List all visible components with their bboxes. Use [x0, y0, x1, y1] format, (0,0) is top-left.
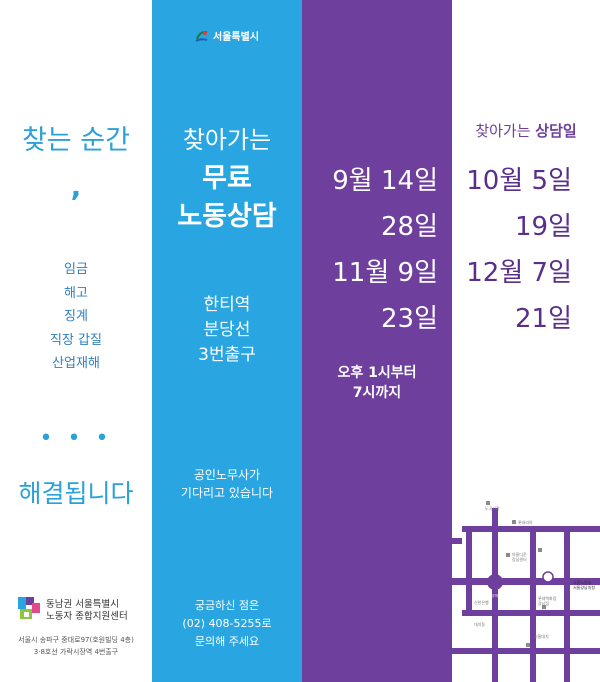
free-consult-title: 무료 노동상담 [152, 160, 302, 236]
seoul-logo: 서울특별시 [152, 28, 302, 43]
date-purple: 11월 9일 [332, 258, 438, 288]
center-logo-icon [18, 597, 40, 619]
heading-plain: 찾아가는 [475, 122, 536, 140]
address-line: 3·8호선 가락시장역 4번출구 [33, 648, 119, 656]
issue-item: 해고 [64, 285, 88, 301]
comma-mark: , [70, 170, 82, 203]
seoul-logo-icon [195, 30, 208, 42]
map-label: 롯데백화점 [538, 595, 557, 601]
map-label: 롯데리아 [518, 519, 533, 525]
contact-line: 문의해 주세요 [194, 635, 260, 648]
issue-item: 징계 [64, 309, 88, 324]
ellipsis-dots: • • • [39, 426, 113, 451]
issue-item: 임금 [64, 262, 88, 277]
map-label: 고용노동부 [573, 580, 592, 585]
seoul-city-name: 서울특별시 [213, 32, 259, 43]
visiting-text: 찾아가는 [182, 126, 272, 154]
center-name-line: 동남권 서울특별시 [46, 599, 119, 610]
center-name-line: 노동자 종합지원센터 [46, 611, 128, 622]
title-line: 노동상담 [177, 201, 277, 232]
date-purple: 28일 [380, 212, 438, 242]
address-line: 서울시 송파구 중대로97(호원빌딩 4층) [18, 636, 134, 644]
station-marker [487, 574, 503, 590]
map-label: 강남점 [538, 600, 549, 606]
hours-line: 오후 1시부터 [337, 365, 417, 381]
center-name: 동남권 서울특별시 노동자 종합지원센터 [46, 599, 128, 623]
map-markers [486, 501, 546, 647]
office-marker [542, 571, 554, 583]
purple-column [302, 0, 452, 682]
contact-phone: (02) 408-5255로 [182, 617, 272, 630]
heading-bold: 상담일 [535, 122, 577, 140]
labor-line: 공인노무사가 [193, 468, 261, 482]
date-purple: 9월 14일 [332, 166, 438, 196]
issue-item: 산업재해 [52, 356, 100, 371]
issue-item: 직장 갑질 [50, 332, 102, 348]
center-address: 서울시 송파구 중대로97(호원빌딩 4층) 3·8호선 가락시장역 4번출구 [0, 634, 152, 658]
solved-text: 해결됩니다 [18, 479, 134, 508]
blue-column [152, 0, 302, 682]
map-label: 한티역 [488, 593, 498, 598]
map-label: 서울강남지청 [573, 584, 595, 590]
date-right: 12월 7일 [466, 258, 572, 288]
labor-line: 기다리고 있습니다 [180, 486, 274, 500]
map-label: 강남센터 [512, 556, 527, 562]
map-label: 대치동 [474, 621, 485, 627]
title-line: 무료 [202, 163, 252, 194]
location-text: 한티역 분당선 3번출구 [152, 293, 302, 368]
right-column [452, 0, 600, 682]
date-right: 21일 [514, 304, 572, 334]
location-line: 한티역 [203, 295, 251, 315]
location-map: 도곡시장 롯데리아 아름다운 강남센터 한티역 고용노동부 서울강남지청 신한은… [452, 501, 600, 682]
consult-days-heading: 찾아가는 상담일 [452, 120, 600, 141]
location-line: 3번출구 [198, 345, 256, 365]
map-label: 도곡시장 [485, 505, 500, 511]
issue-list: 임금 해고 징계 직장 갑질 산업재해 [0, 258, 152, 376]
contact-text: 궁금하신 점은 (02) 408-5255로 문의해 주세요 [152, 597, 302, 651]
map-label: 신한은행 [474, 599, 489, 605]
location-line: 분당선 [203, 320, 251, 340]
date-right: 19일 [514, 212, 572, 242]
consult-hours: 오후 1시부터 7시까지 [302, 363, 452, 403]
date-purple: 23일 [380, 304, 438, 334]
labor-attorney-text: 공인노무사가 기다리고 있습니다 [152, 466, 302, 502]
contact-line: 궁금하신 점은 [194, 599, 260, 612]
map-roads [452, 508, 600, 682]
hours-line: 7시까지 [352, 385, 402, 401]
left-column [0, 0, 152, 682]
date-right: 10월 5일 [466, 166, 572, 196]
map-label: 서울대치 [534, 633, 549, 639]
map-label: 아름다운 [512, 551, 527, 557]
find-moment-text: 찾는 순간 [22, 125, 130, 156]
